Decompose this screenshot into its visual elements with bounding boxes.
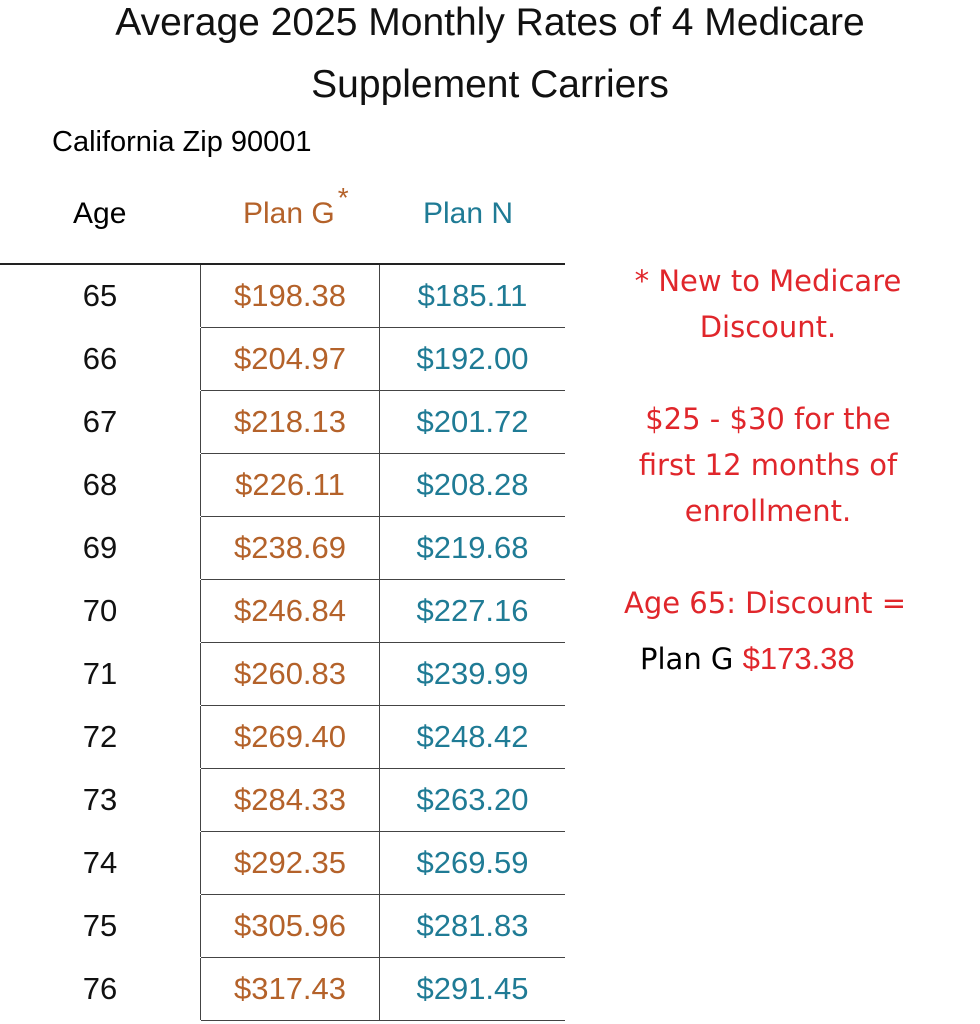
discount-note: * New to Medicare Discount. [598,258,938,350]
column-header-plan-g: Plan G * [243,182,349,234]
age-cell: 75 [0,894,201,958]
table-row: 70 $246.84 $227.16 [0,579,565,643]
table-row: 76 $317.43 $291.45 [0,957,565,1021]
plan-g-rate-cell: $305.96 [200,894,380,958]
discount-asterisk: * [337,182,349,213]
discount-amount-line-1: $25 - $30 for the [645,402,891,436]
plan-g-rate-cell: $226.11 [200,453,380,517]
plan-g-rate-cell: $198.38 [200,263,380,328]
age-cell: 76 [0,957,201,1021]
age-cell: 72 [0,705,201,769]
plan-n-rate-cell: $269.59 [379,831,565,895]
discounted-plan-value: $173.38 [742,641,855,676]
plan-n-rate-cell: $208.28 [379,453,565,517]
age-cell: 73 [0,768,201,832]
plan-g-rate-cell: $218.13 [200,390,380,454]
table-row: 67 $218.13 $201.72 [0,390,565,454]
plan-n-rate-cell: $227.16 [379,579,565,643]
table-row: 71 $260.83 $239.99 [0,642,565,706]
plan-n-rate-cell: $281.83 [379,894,565,958]
page-title-line-1: Average 2025 Monthly Rates of 4 Medicare [115,1,865,44]
table-row: 66 $204.97 $192.00 [0,327,565,391]
age-65-discount-label: Age 65: Discount = [623,586,907,620]
discounted-plan-g-rate: Plan G $173.38 [640,636,855,682]
age-cell: 71 [0,642,201,706]
age-cell: 70 [0,579,201,643]
discounted-plan-label: Plan G [640,642,734,676]
rates-table-body: 65 $198.38 $185.11 66 $204.97 $192.00 67 $218.1… [0,263,565,1021]
age-cell: 65 [0,263,201,328]
age-cell: 66 [0,327,201,391]
discount-amount-note: $25 - $30 for the first 12 months of enr… [598,396,938,534]
discount-note-line-2: Discount. [699,310,837,344]
plan-g-rate-cell: $284.33 [200,768,380,832]
age-cell: 67 [0,390,201,454]
location-subtitle: California Zip 90001 [52,126,312,158]
page-title-line-2: Supplement Carriers [311,63,669,106]
plan-g-rate-cell: $204.97 [200,327,380,391]
discount-amount-line-3: enrollment. [684,494,852,528]
table-row: 65 $198.38 $185.11 [0,263,565,328]
table-row: 74 $292.35 $269.59 [0,831,565,895]
plan-g-rate-cell: $260.83 [200,642,380,706]
plan-n-rate-cell: $219.68 [379,516,565,580]
table-row: 73 $284.33 $263.20 [0,768,565,832]
table-row: 72 $269.40 $248.42 [0,705,565,769]
plan-g-rate-cell: $246.84 [200,579,380,643]
column-header-plan-n: Plan N [423,197,514,230]
discount-amount-line-2: first 12 months of [638,448,898,482]
plan-g-header-label: Plan G [243,197,335,230]
plan-n-rate-cell: $201.72 [379,390,565,454]
plan-n-rate-cell: $291.45 [379,957,565,1021]
plan-n-rate-cell: $185.11 [379,263,565,328]
table-row: 69 $238.69 $219.68 [0,516,565,580]
rates-table: 65 $198.38 $185.11 66 $204.97 $192.00 67 $218.1… [0,263,565,1021]
age-cell: 74 [0,831,201,895]
table-row: 75 $305.96 $281.83 [0,894,565,958]
plan-n-rate-cell: $248.42 [379,705,565,769]
plan-g-rate-cell: $292.35 [200,831,380,895]
table-row: 68 $226.11 $208.28 [0,453,565,517]
plan-n-rate-cell: $263.20 [379,768,565,832]
age-cell: 68 [0,453,201,517]
column-header-age: Age [73,197,127,230]
age-cell: 69 [0,516,201,580]
plan-n-rate-cell: $192.00 [379,327,565,391]
plan-g-rate-cell: $269.40 [200,705,380,769]
plan-n-rate-cell: $239.99 [379,642,565,706]
discount-note-line-1: * New to Medicare [634,264,902,298]
plan-g-rate-cell: $317.43 [200,957,380,1021]
plan-g-rate-cell: $238.69 [200,516,380,580]
